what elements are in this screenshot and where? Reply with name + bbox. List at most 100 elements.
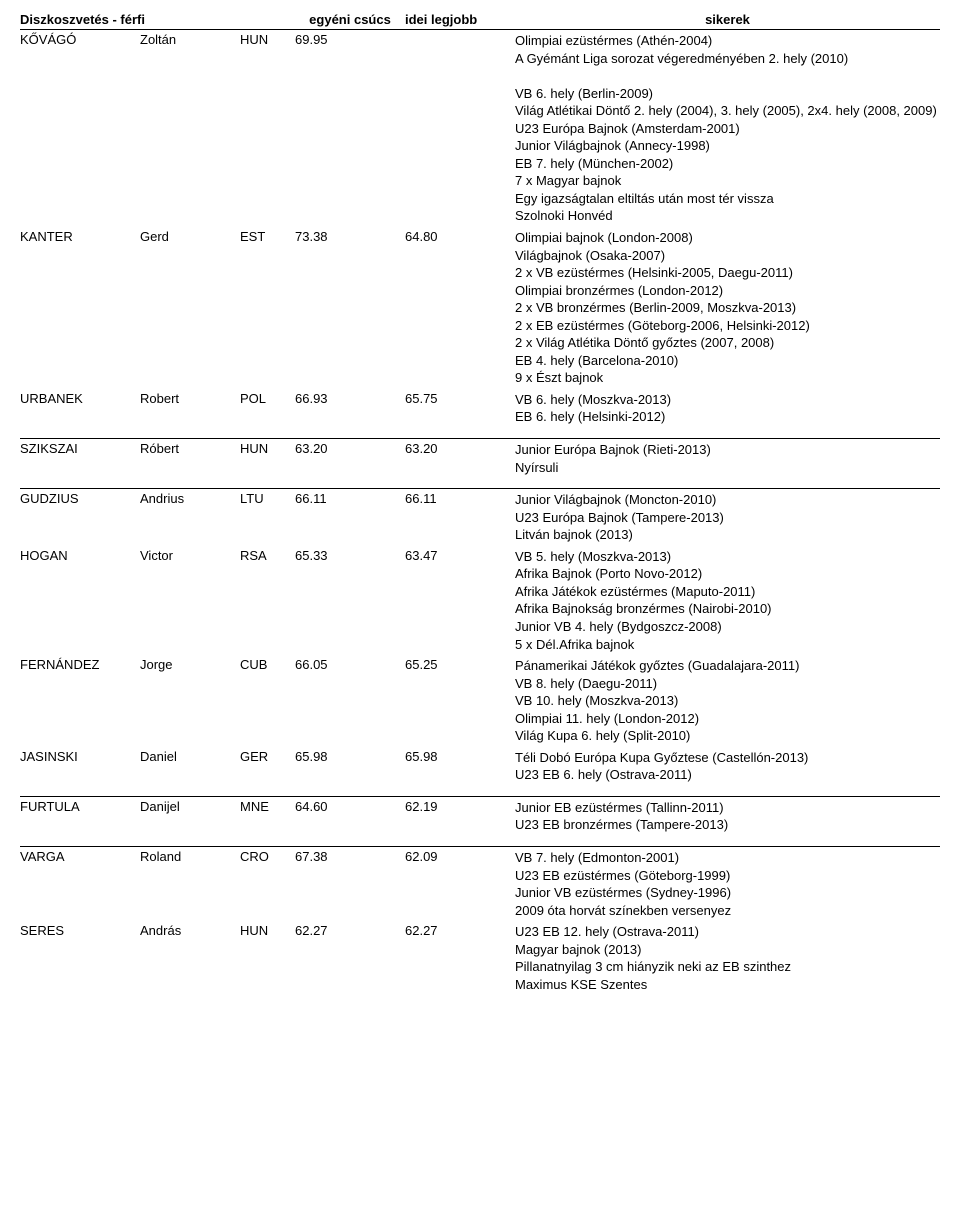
athlete-pb: 69.95 (295, 32, 405, 225)
athlete-row: GUDZIUSAndriusLTU66.1166.11Junior Világb… (20, 488, 940, 546)
athlete-sb: 63.20 (405, 441, 515, 476)
athlete-pb: 63.20 (295, 441, 405, 476)
achievement-line: Junior VB ezüstérmes (Sydney-1996) (515, 884, 940, 902)
athlete-firstname: Gerd (140, 229, 240, 387)
achievement-line: Világ Atlétikai Döntő 2. hely (2004), 3.… (515, 102, 940, 120)
achievement-line: U23 EB 12. hely (Ostrava-2011) (515, 923, 940, 941)
athlete-rows: KŐVÁGÓZoltánHUN69.95Olimpiai ezüstérmes … (20, 30, 940, 995)
athlete-pb: 73.38 (295, 229, 405, 387)
achievement-line: VB 7. hely (Edmonton-2001) (515, 849, 940, 867)
athlete-surname: URBANEK (20, 391, 140, 426)
athlete-achievements: VB 6. hely (Moszkva-2013)EB 6. hely (Hel… (515, 391, 940, 426)
athlete-surname: SERES (20, 923, 140, 993)
achievement-line: Olimpiai bajnok (London-2008) (515, 229, 940, 247)
achievement-line: U23 EB 6. hely (Ostrava-2011) (515, 766, 940, 784)
athlete-sb: 62.19 (405, 799, 515, 834)
athlete-pb: 66.05 (295, 657, 405, 745)
athlete-row: VARGARolandCRO67.3862.09VB 7. hely (Edmo… (20, 846, 940, 921)
col-header-achievements: sikerek (515, 12, 940, 27)
achievement-line: U23 Európa Bajnok (Amsterdam-2001) (515, 120, 940, 138)
athlete-achievements: U23 EB 12. hely (Ostrava-2011)Magyar baj… (515, 923, 940, 993)
athlete-achievements: VB 5. hely (Moszkva-2013)Afrika Bajnok (… (515, 548, 940, 653)
achievement-line: EB 7. hely (München-2002) (515, 155, 940, 173)
athlete-firstname: Danijel (140, 799, 240, 834)
col-header-sb: idei legjobb (405, 12, 515, 27)
athlete-nat: CRO (240, 849, 295, 919)
athlete-sb: 65.75 (405, 391, 515, 426)
athlete-pb: 67.38 (295, 849, 405, 919)
athlete-firstname: Róbert (140, 441, 240, 476)
athlete-sb: 65.25 (405, 657, 515, 745)
athlete-pb: 62.27 (295, 923, 405, 993)
achievement-line: 5 x Dél.Afrika bajnok (515, 636, 940, 654)
athlete-firstname: Zoltán (140, 32, 240, 225)
achievement-line: Olimpiai bronzérmes (London-2012) (515, 282, 940, 300)
achievement-line: U23 EB ezüstérmes (Göteborg-1999) (515, 867, 940, 885)
athlete-pb: 66.93 (295, 391, 405, 426)
athlete-surname: JASINSKI (20, 749, 140, 784)
achievement-line: 2 x VB bronzérmes (Berlin-2009, Moszkva-… (515, 299, 940, 317)
athlete-firstname: Robert (140, 391, 240, 426)
athlete-nat: POL (240, 391, 295, 426)
athlete-achievements: Junior Európa Bajnok (Rieti-2013)Nyírsul… (515, 441, 940, 476)
athlete-firstname: Daniel (140, 749, 240, 784)
achievement-line: Téli Dobó Európa Kupa Győztese (Castelló… (515, 749, 940, 767)
athlete-achievements: Junior EB ezüstérmes (Tallinn-2011)U23 E… (515, 799, 940, 834)
achievement-line: Pillanatnyilag 3 cm hiányzik neki az EB … (515, 958, 940, 976)
achievement-line: Afrika Játékok ezüstérmes (Maputo-2011) (515, 583, 940, 601)
achievement-line: 9 x Észt bajnok (515, 369, 940, 387)
achievement-line: Junior Világbajnok (Annecy-1998) (515, 137, 940, 155)
achievement-line: Egy igazságtalan eltiltás után most tér … (515, 190, 940, 208)
athlete-nat: LTU (240, 491, 295, 544)
achievement-line: 2009 óta horvát színekben versenyez (515, 902, 940, 920)
achievement-line: U23 Európa Bajnok (Tampere-2013) (515, 509, 940, 527)
athlete-surname: KŐVÁGÓ (20, 32, 140, 225)
achievement-line: Litván bajnok (2013) (515, 526, 940, 544)
athlete-pb: 65.98 (295, 749, 405, 784)
achievement-line: Maximus KSE Szentes (515, 976, 940, 994)
athlete-sb: 65.98 (405, 749, 515, 784)
athlete-sb (405, 32, 515, 225)
achievement-line: VB 10. hely (Moszkva-2013) (515, 692, 940, 710)
athlete-firstname: Andrius (140, 491, 240, 544)
athlete-firstname: Jorge (140, 657, 240, 745)
athlete-sb: 62.09 (405, 849, 515, 919)
athlete-surname: KANTER (20, 229, 140, 387)
athlete-achievements: Téli Dobó Európa Kupa Győztese (Castelló… (515, 749, 940, 784)
achievement-line (515, 67, 940, 85)
athlete-nat: MNE (240, 799, 295, 834)
achievement-line: 2 x VB ezüstérmes (Helsinki-2005, Daegu-… (515, 264, 940, 282)
athlete-nat: HUN (240, 441, 295, 476)
achievement-line: Junior VB 4. hely (Bydgoszcz-2008) (515, 618, 940, 636)
achievement-line: Junior Európa Bajnok (Rieti-2013) (515, 441, 940, 459)
achievement-line: Junior Világbajnok (Moncton-2010) (515, 491, 940, 509)
achievement-line: Magyar bajnok (2013) (515, 941, 940, 959)
athlete-surname: FERNÁNDEZ (20, 657, 140, 745)
event-title: Diszkoszvetés - férfi (20, 12, 295, 27)
athlete-row: URBANEKRobertPOL66.9365.75VB 6. hely (Mo… (20, 389, 940, 428)
athlete-achievements: Olimpiai bajnok (London-2008)Világbajnok… (515, 229, 940, 387)
athlete-row: SZIKSZAIRóbertHUN63.2063.20Junior Európa… (20, 438, 940, 478)
athlete-row: FURTULADanijelMNE64.6062.19Junior EB ezü… (20, 796, 940, 836)
athlete-surname: FURTULA (20, 799, 140, 834)
achievement-line: 2 x Világ Atlétika Döntő győztes (2007, … (515, 334, 940, 352)
athlete-sb: 62.27 (405, 923, 515, 993)
athlete-nat: CUB (240, 657, 295, 745)
athlete-surname: SZIKSZAI (20, 441, 140, 476)
athlete-sb: 64.80 (405, 229, 515, 387)
athlete-row: HOGANVictorRSA65.3363.47VB 5. hely (Mosz… (20, 546, 940, 655)
athlete-row: KŐVÁGÓZoltánHUN69.95Olimpiai ezüstérmes … (20, 30, 940, 227)
athlete-nat: GER (240, 749, 295, 784)
athlete-pb: 65.33 (295, 548, 405, 653)
achievement-line: Afrika Bajnok (Porto Novo-2012) (515, 565, 940, 583)
athlete-firstname: Roland (140, 849, 240, 919)
athlete-firstname: András (140, 923, 240, 993)
achievement-line: VB 5. hely (Moszkva-2013) (515, 548, 940, 566)
achievement-line: A Gyémánt Liga sorozat végeredményében 2… (515, 50, 940, 68)
achievement-line: VB 6. hely (Berlin-2009) (515, 85, 940, 103)
athlete-achievements: VB 7. hely (Edmonton-2001)U23 EB ezüstér… (515, 849, 940, 919)
athlete-surname: HOGAN (20, 548, 140, 653)
achievement-line: Junior EB ezüstérmes (Tallinn-2011) (515, 799, 940, 817)
achievement-line: Afrika Bajnokság bronzérmes (Nairobi-201… (515, 600, 940, 618)
athlete-surname: VARGA (20, 849, 140, 919)
